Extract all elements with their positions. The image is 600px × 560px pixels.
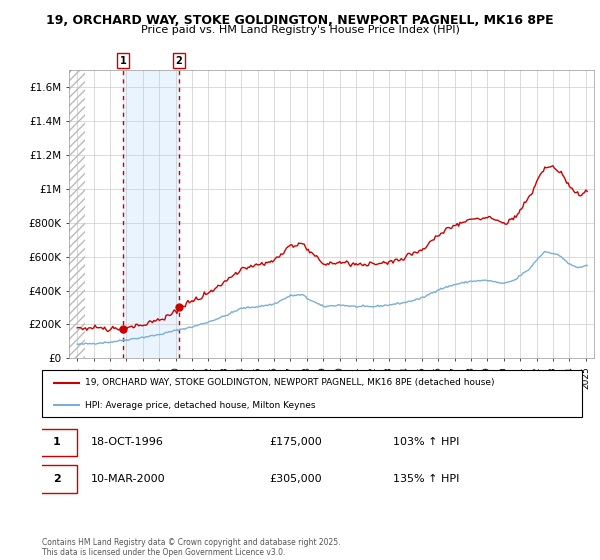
Text: 19, ORCHARD WAY, STOKE GOLDINGTON, NEWPORT PAGNELL, MK16 8PE: 19, ORCHARD WAY, STOKE GOLDINGTON, NEWPO… xyxy=(46,14,554,27)
FancyBboxPatch shape xyxy=(37,465,77,493)
Text: 135% ↑ HPI: 135% ↑ HPI xyxy=(393,474,460,484)
FancyBboxPatch shape xyxy=(37,428,77,456)
Text: 2: 2 xyxy=(175,56,182,66)
Text: 1: 1 xyxy=(53,437,61,447)
Text: 1: 1 xyxy=(119,56,127,66)
Text: HPI: Average price, detached house, Milton Keynes: HPI: Average price, detached house, Milt… xyxy=(85,401,316,410)
Bar xyxy=(123,70,179,358)
Text: 10-MAR-2000: 10-MAR-2000 xyxy=(91,474,165,484)
Text: 18-OCT-1996: 18-OCT-1996 xyxy=(91,437,163,447)
Text: 2: 2 xyxy=(53,474,61,484)
Text: Contains HM Land Registry data © Crown copyright and database right 2025.
This d: Contains HM Land Registry data © Crown c… xyxy=(42,538,341,557)
Text: Price paid vs. HM Land Registry's House Price Index (HPI): Price paid vs. HM Land Registry's House … xyxy=(140,25,460,35)
Bar xyxy=(69,70,85,358)
Text: £175,000: £175,000 xyxy=(269,437,322,447)
Text: £305,000: £305,000 xyxy=(269,474,322,484)
Bar xyxy=(69,70,85,358)
Text: 103% ↑ HPI: 103% ↑ HPI xyxy=(393,437,460,447)
Text: 19, ORCHARD WAY, STOKE GOLDINGTON, NEWPORT PAGNELL, MK16 8PE (detached house): 19, ORCHARD WAY, STOKE GOLDINGTON, NEWPO… xyxy=(85,379,495,388)
FancyBboxPatch shape xyxy=(42,370,582,417)
